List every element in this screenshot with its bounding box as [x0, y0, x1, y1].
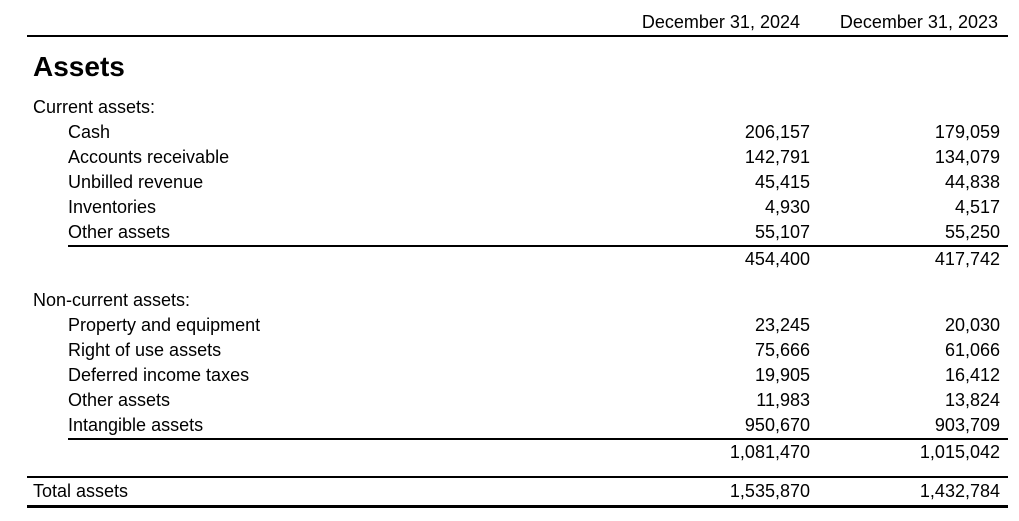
- value-2024: 950,670: [744, 415, 810, 435]
- subtotal-spacer: [27, 440, 628, 465]
- value-2023: 4,517: [954, 197, 1000, 217]
- subtotal-row-non-current-assets: 1,081,470 1,015,042: [27, 440, 1008, 465]
- line-item-label: Other assets: [68, 222, 171, 242]
- line-item-label: Inventories: [68, 197, 157, 217]
- total-assets-row: Total assets 1,535,870 1,432,784: [27, 476, 1008, 508]
- total-gap: [27, 465, 1008, 476]
- table-row: Accounts receivable 142,791 134,079: [27, 145, 1008, 170]
- table-row: Other assets 11,983 13,824: [27, 388, 1008, 413]
- section-heading-non-current-assets: Non-current assets:: [33, 290, 191, 310]
- line-item-label: Accounts receivable: [68, 147, 230, 167]
- value-2023: 134,079: [934, 147, 1000, 167]
- table-row: Inventories 4,930 4,517: [27, 195, 1008, 220]
- value-2024: 55,107: [754, 222, 810, 242]
- value-2023: 61,066: [944, 340, 1000, 360]
- subtotal-2024: 454,400: [744, 249, 810, 269]
- total-2023: 1,432,784: [919, 481, 1000, 501]
- value-2024: 142,791: [744, 147, 810, 167]
- line-item-label: Right of use assets: [68, 340, 222, 360]
- value-2024: 75,666: [754, 340, 810, 360]
- subtotal-rule: [68, 245, 1008, 247]
- page-title: Assets: [33, 51, 125, 82]
- value-2024: 23,245: [754, 315, 810, 335]
- table-row: Right of use assets 75,666 61,066: [27, 338, 1008, 363]
- value-2023: 44,838: [944, 172, 1000, 192]
- subtotal-row-current-assets: 454,400 417,742: [27, 247, 1008, 272]
- line-item-label: Other assets: [68, 390, 171, 410]
- line-item-label: Deferred income taxes: [68, 365, 250, 385]
- column-header-dec-31-2024: December 31, 2024: [641, 12, 800, 32]
- subtotal-spacer: [27, 247, 628, 272]
- subtotal-rule: [68, 438, 1008, 440]
- table-row: Unbilled revenue 45,415 44,838: [27, 170, 1008, 195]
- line-item-label: Unbilled revenue: [68, 172, 204, 192]
- value-2024: 19,905: [754, 365, 810, 385]
- value-2023: 20,030: [944, 315, 1000, 335]
- value-2024: 11,983: [756, 390, 810, 410]
- table-row: Cash 206,157 179,059: [27, 120, 1008, 145]
- line-item-label: Cash: [68, 122, 111, 142]
- value-2024: 206,157: [744, 122, 810, 142]
- subtotal-2023: 417,742: [934, 249, 1000, 269]
- value-2023: 903,709: [934, 415, 1000, 435]
- table-row: Deferred income taxes 19,905 16,412: [27, 363, 1008, 388]
- table-row: Property and equipment 23,245 20,030: [27, 313, 1008, 338]
- column-header-dec-31-2023: December 31, 2023: [839, 12, 998, 32]
- line-item-label: Intangible assets: [68, 415, 204, 435]
- section-heading-current-assets: Current assets:: [33, 97, 156, 117]
- section-gap: [27, 272, 1008, 288]
- line-item-label: Property and equipment: [68, 315, 261, 335]
- total-assets-label: Total assets: [33, 481, 129, 501]
- value-2023: 179,059: [934, 122, 1000, 142]
- value-2023: 16,412: [944, 365, 1000, 385]
- subtotal-2023: 1,015,042: [919, 442, 1000, 462]
- table-row: Intangible assets 950,670 903,709: [27, 413, 1008, 438]
- table-row: Other assets 55,107 55,250: [27, 220, 1008, 245]
- value-2023: 55,250: [944, 222, 1000, 242]
- value-2023: 13,824: [944, 390, 1000, 410]
- column-header-row: December 31, 2024 December 31, 2023: [27, 0, 1008, 37]
- total-2024: 1,535,870: [729, 481, 810, 501]
- value-2024: 45,415: [754, 172, 810, 192]
- subtotal-2024: 1,081,470: [729, 442, 810, 462]
- value-2024: 4,930: [764, 197, 810, 217]
